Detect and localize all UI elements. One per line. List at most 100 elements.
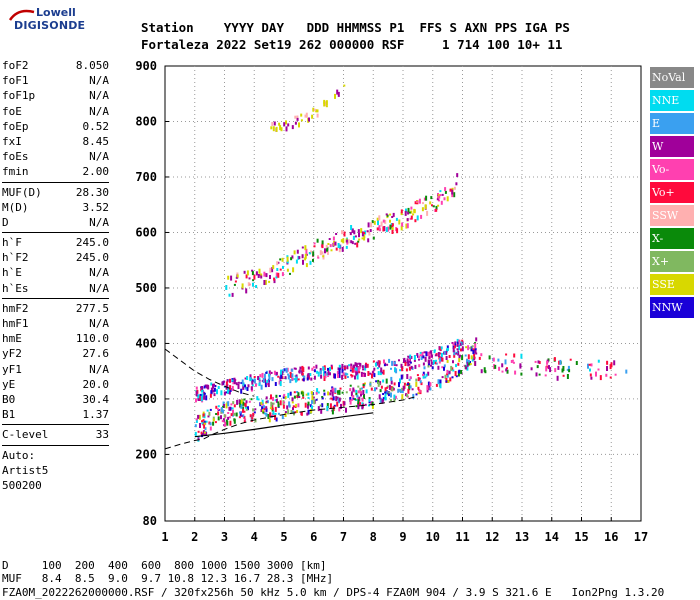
- echo-point: [243, 270, 246, 274]
- echo-point: [382, 226, 385, 232]
- echo-point: [286, 256, 289, 262]
- echo-point: [368, 398, 371, 402]
- echo-point: [231, 292, 234, 297]
- echo-point: [229, 378, 231, 383]
- echo-point: [359, 390, 362, 394]
- echo-point: [429, 201, 432, 205]
- echo-point: [239, 411, 241, 414]
- logo-lowell-text: Lowell: [36, 6, 76, 19]
- echo-point: [215, 413, 218, 415]
- echo-point: [453, 345, 456, 349]
- param-row: foF1 N/A: [2, 73, 109, 88]
- echo-point: [351, 367, 354, 373]
- echo-point: [461, 339, 464, 342]
- echo-point: [346, 373, 349, 376]
- echo-point: [263, 280, 266, 285]
- echo-point: [410, 215, 413, 220]
- echo-point: [446, 369, 449, 374]
- echo-point: [335, 233, 338, 235]
- echo-point: [385, 378, 388, 384]
- echo-point: [332, 387, 335, 393]
- echo-point: [384, 219, 387, 224]
- echo-point: [245, 400, 248, 404]
- echo-point: [413, 355, 416, 360]
- echo-point: [361, 404, 364, 410]
- legend-item: E: [650, 113, 694, 134]
- echo-point: [435, 359, 438, 362]
- echo-point: [298, 122, 300, 128]
- echo-point: [296, 249, 299, 254]
- echo-point: [438, 195, 441, 199]
- echo-point: [460, 370, 463, 374]
- echo-point: [439, 190, 442, 193]
- param-value: 8.45: [82, 134, 110, 148]
- echo-point: [288, 404, 291, 408]
- echo-point: [272, 265, 275, 270]
- echo-point: [416, 215, 419, 221]
- echo-point: [297, 392, 300, 398]
- echo-point: [447, 380, 450, 383]
- echo-point: [231, 407, 234, 410]
- polarization-legend: NoVal NNE E W Vo- Vo+ SSW X- X+ SSE NNW: [650, 67, 694, 320]
- echo-point: [212, 421, 215, 426]
- echo-point: [334, 93, 336, 99]
- param-row: h`F 245.0: [2, 235, 109, 250]
- echo-point: [398, 219, 401, 225]
- echo-point: [423, 366, 426, 370]
- echo-point: [352, 395, 355, 399]
- echo-point: [278, 122, 281, 126]
- echo-point: [408, 378, 411, 381]
- echo-point: [357, 385, 360, 388]
- echo-point: [286, 268, 289, 272]
- echo-point: [205, 395, 208, 401]
- echo-point: [461, 355, 464, 361]
- echo-point: [228, 406, 231, 411]
- echo-point: [263, 373, 266, 379]
- echo-point: [358, 362, 361, 365]
- x-tick-label: 4: [251, 530, 258, 544]
- echo-point: [545, 366, 548, 372]
- echo-point: [415, 200, 418, 203]
- echo-point: [289, 391, 292, 396]
- echo-point: [346, 242, 349, 245]
- echo-point: [300, 113, 303, 117]
- echo-point: [427, 364, 430, 368]
- echo-point: [443, 364, 446, 368]
- echo-point: [418, 198, 421, 204]
- echo-point: [336, 396, 339, 400]
- echo-point: [225, 419, 228, 425]
- echo-point: [431, 354, 433, 358]
- echo-point: [589, 373, 592, 377]
- profile-dashed-lower: [164, 395, 419, 450]
- echo-point: [392, 387, 395, 390]
- echo-point: [458, 369, 461, 373]
- echo-point: [199, 423, 201, 428]
- echo-point: [210, 390, 213, 395]
- echo-point: [470, 346, 473, 352]
- y-tick-label: 200: [135, 447, 157, 461]
- echo-point: [251, 269, 254, 272]
- echo-point: [359, 362, 362, 366]
- param-label: MUF(D): [2, 185, 42, 199]
- echo-point: [361, 397, 364, 402]
- echo-point: [449, 377, 452, 382]
- echo-point: [467, 354, 470, 360]
- echo-point: [342, 238, 345, 244]
- echo-point: [281, 415, 284, 420]
- echo-point: [200, 431, 203, 435]
- echo-point: [239, 411, 242, 417]
- echo-point: [199, 395, 201, 401]
- echo-point: [327, 367, 329, 371]
- echo-point: [455, 364, 457, 368]
- echo-point: [345, 245, 348, 249]
- param-label: C-level: [2, 428, 49, 442]
- echo-point: [316, 388, 319, 393]
- echo-point: [248, 400, 251, 403]
- echo-point: [448, 355, 451, 358]
- echo-point: [242, 384, 245, 390]
- param-row: h`Es N/A: [2, 281, 109, 296]
- echo-point: [325, 244, 328, 248]
- echo-point: [242, 414, 245, 418]
- echo-point: [367, 238, 370, 243]
- echo-point: [456, 173, 459, 178]
